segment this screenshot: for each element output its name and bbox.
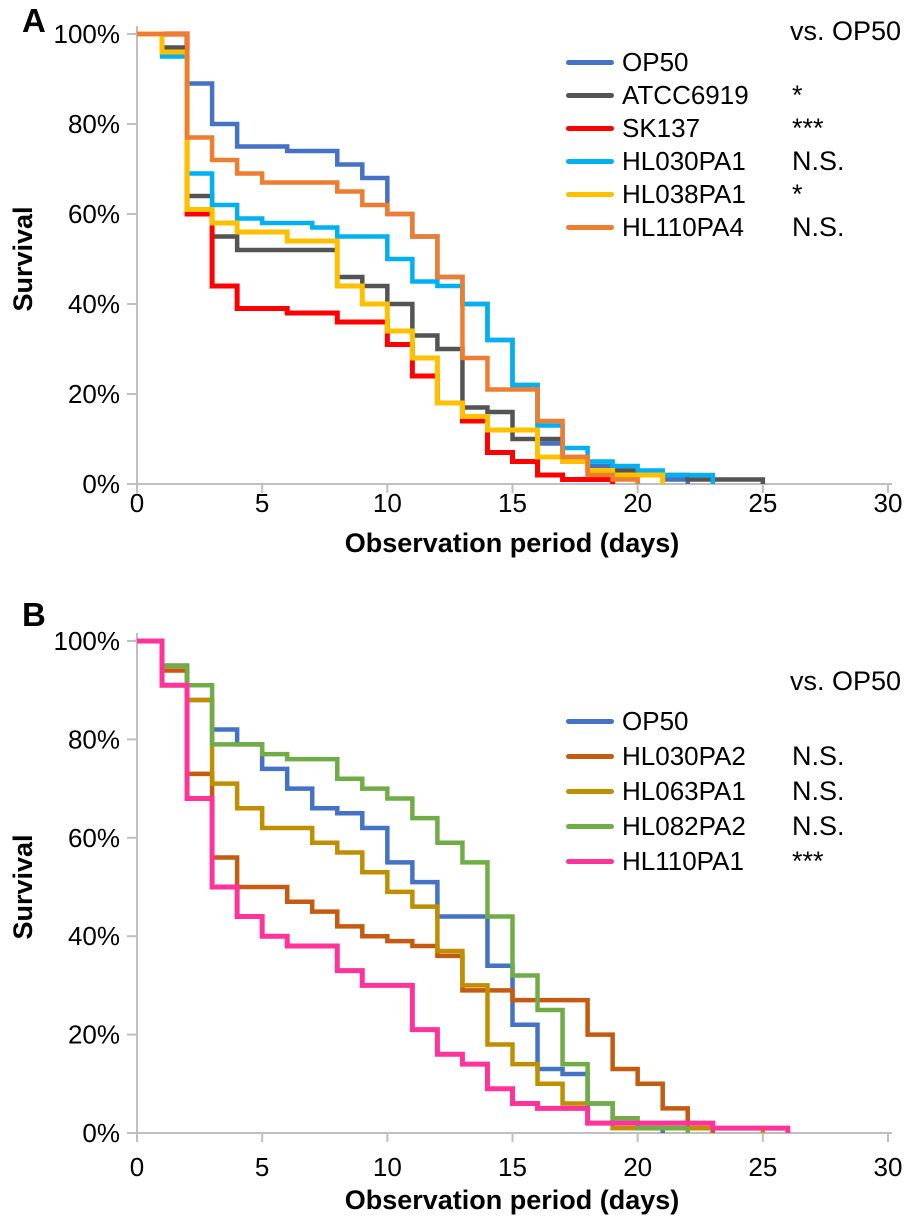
svg-text:15: 15: [498, 488, 527, 518]
legend-series-name: HL110PA4: [622, 212, 744, 242]
legend-item: HL082PA2 N.S.: [566, 809, 845, 844]
svg-text:100%: 100%: [54, 19, 121, 49]
legend-swatch-icon: [566, 719, 614, 724]
svg-text:10: 10: [373, 488, 402, 518]
legend-series-name: HL038PA1: [622, 179, 746, 209]
svg-text:25: 25: [748, 1152, 777, 1182]
svg-text:20%: 20%: [68, 1020, 120, 1050]
comparison-header: vs. OP50: [790, 666, 902, 696]
svg-text:40%: 40%: [68, 289, 120, 319]
survival-chart-panel-b: 100% 80% 60% 40% 20% 0% 0 5 10 15 20 25 30 Observatio…: [8, 626, 903, 1215]
svg-text:80%: 80%: [68, 724, 120, 754]
svg-text:5: 5: [255, 1152, 269, 1182]
svg-text:Observation period (days): Observation period (days): [345, 528, 680, 558]
svg-text:100%: 100%: [54, 626, 121, 656]
legend-significance: *: [792, 179, 803, 209]
legend-significance: ***: [792, 113, 824, 143]
legend-significance: N.S.: [792, 776, 845, 806]
svg-text:10: 10: [373, 1152, 402, 1182]
svg-text:60%: 60%: [68, 823, 120, 853]
legend-series-name: SK137: [622, 113, 701, 143]
legend-item: ATCC6919 *: [566, 79, 845, 112]
legend-item: HL110PA1 ***: [566, 844, 845, 879]
svg-text:20: 20: [623, 1152, 652, 1182]
svg-text:5: 5: [255, 488, 269, 518]
svg-text:0%: 0%: [82, 469, 120, 499]
legend-item: SK137 ***: [566, 112, 845, 145]
svg-text:Survival: Survival: [8, 834, 38, 939]
legend-significance: ***: [792, 846, 824, 876]
legend-significance: *: [792, 80, 803, 110]
legend-swatch-icon: [566, 192, 614, 197]
legend-series-name: OP50: [622, 706, 689, 736]
legend-swatch-icon: [566, 789, 614, 794]
comparison-header: vs. OP50: [790, 16, 902, 46]
svg-text:30: 30: [874, 488, 903, 518]
legend-series-name: ATCC6919: [622, 80, 749, 110]
svg-text:20: 20: [623, 488, 652, 518]
legend-item: HL030PA2 N.S.: [566, 739, 845, 774]
panel-label: A: [22, 2, 46, 39]
legend-series-name: HL082PA2: [622, 811, 746, 841]
svg-text:Survival: Survival: [8, 206, 38, 311]
svg-text:0: 0: [130, 1152, 144, 1182]
svg-text:0: 0: [130, 488, 144, 518]
svg-text:20%: 20%: [68, 379, 120, 409]
legend: OP50 ATCC6919 * SK137 *** HL030PA1 N.S. …: [566, 46, 845, 244]
legend-swatch-icon: [566, 824, 614, 829]
legend-series-name: HL030PA2: [622, 741, 746, 771]
legend-item: HL030PA1 N.S.: [566, 145, 845, 178]
svg-text:80%: 80%: [68, 109, 120, 139]
legend-series-name: OP50: [622, 47, 689, 77]
legend: OP50 HL030PA2 N.S. HL063PA1 N.S. HL082PA…: [566, 704, 845, 879]
svg-text:25: 25: [748, 488, 777, 518]
legend-significance: N.S.: [792, 811, 845, 841]
legend-swatch-icon: [566, 159, 614, 164]
legend-series-name: HL110PA1: [622, 846, 744, 876]
legend-swatch-icon: [566, 859, 614, 864]
legend-swatch-icon: [566, 126, 614, 131]
legend-significance: N.S.: [792, 146, 845, 176]
svg-text:0%: 0%: [82, 1118, 120, 1148]
survival-chart-panel-a: 100% 80% 60% 40% 20% 0% 0 5 10 15 20 25 30 Observatio…: [8, 19, 903, 558]
legend-significance: N.S.: [792, 212, 845, 242]
legend-swatch-icon: [566, 225, 614, 230]
legend-item: OP50: [566, 704, 845, 739]
legend-swatch-icon: [566, 754, 614, 759]
svg-text:15: 15: [498, 1152, 527, 1182]
legend-series-name: HL030PA1: [622, 146, 746, 176]
legend-item: HL038PA1 *: [566, 178, 845, 211]
legend-swatch-icon: [566, 93, 614, 98]
legend-item: HL063PA1 N.S.: [566, 774, 845, 809]
svg-text:60%: 60%: [68, 199, 120, 229]
legend-series-name: HL063PA1: [622, 776, 746, 806]
svg-text:30: 30: [874, 1152, 903, 1182]
svg-text:40%: 40%: [68, 921, 120, 951]
legend-swatch-icon: [566, 60, 614, 65]
svg-text:Observation period (days): Observation period (days): [345, 1185, 680, 1215]
legend-item: HL110PA4 N.S.: [566, 211, 845, 244]
legend-significance: N.S.: [792, 741, 845, 771]
panel-label: B: [22, 596, 46, 633]
legend-item: OP50: [566, 46, 845, 79]
